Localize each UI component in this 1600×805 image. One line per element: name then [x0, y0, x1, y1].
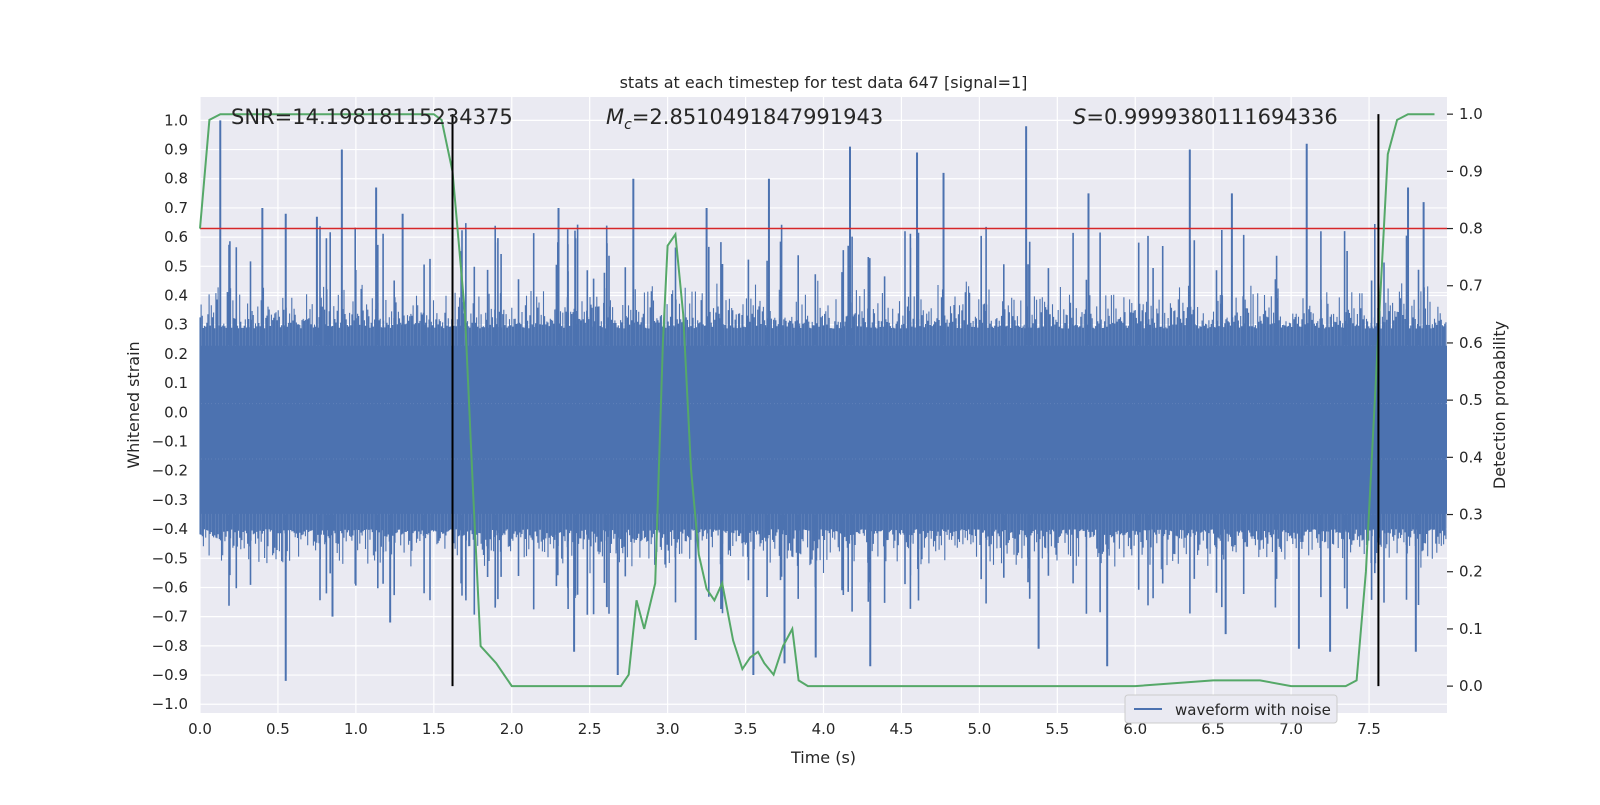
y-left-tick-label: −0.4 — [152, 520, 188, 538]
waveform-oscillation — [199, 280, 1447, 574]
x-tick-label: 1.0 — [344, 720, 368, 738]
legend: waveform with noise — [1124, 694, 1338, 724]
snr-annotation: SNR=14.19818115234375 — [231, 105, 513, 129]
y-left-tick-label: −1.0 — [152, 695, 188, 713]
y-left-tick-label: −0.9 — [152, 666, 188, 684]
y-left-tick-label: −0.8 — [152, 637, 188, 655]
x-tick-label: 2.0 — [500, 720, 524, 738]
x-tick-label: 5.0 — [967, 720, 991, 738]
x-tick-label: 0.0 — [188, 720, 212, 738]
y-right-axis-ticks: 1.0 0.9 0.8 0.7 0.6 0.5 0.4 0.3 0.2 0.1 0.0 — [1447, 105, 1483, 695]
x-tick-label: 3.5 — [734, 720, 758, 738]
y-left-tick-label: 0.7 — [164, 199, 188, 217]
significance-symbol: S — [1073, 105, 1086, 129]
x-tick-label: 5.5 — [1045, 720, 1069, 738]
y-right-axis-label: Detection probability — [1490, 321, 1509, 489]
y-left-tick-label: 0.2 — [164, 345, 188, 363]
y-right-tick-label: 0.0 — [1459, 677, 1483, 695]
chirp-mass-symbol: M — [606, 105, 624, 129]
significance-value: =0.9999380111694336 — [1086, 105, 1337, 129]
y-left-tick-label: 0.9 — [164, 141, 188, 159]
vertical-markers — [451, 114, 1380, 687]
y-right-tick-label: 0.1 — [1459, 620, 1483, 638]
y-right-tick-label: 0.5 — [1459, 391, 1483, 409]
x-tick-label: 7.0 — [1279, 720, 1303, 738]
x-tick-label: 2.5 — [578, 720, 602, 738]
chirp-mass-annotation: Mc=2.8510491847991943 — [606, 105, 883, 133]
y-left-tick-label: 0.1 — [164, 374, 188, 392]
y-left-tick-label: −0.2 — [152, 462, 188, 480]
y-left-axis-label: Whitened strain — [124, 341, 143, 468]
y-left-tick-label: −0.1 — [152, 432, 188, 450]
x-tick-label: 3.0 — [656, 720, 680, 738]
y-left-tick-label: −0.7 — [152, 608, 188, 626]
x-axis-ticks: 0.0 0.5 1.0 1.5 2.0 2.5 3.0 3.5 4.0 4.5 5.0 5.5 6.0 6… — [188, 720, 1381, 738]
y-right-tick-label: 0.2 — [1459, 563, 1483, 581]
y-right-tick-label: 1.0 — [1459, 105, 1483, 123]
legend-label-waveform: waveform with noise — [1175, 701, 1331, 719]
waveform-medium-peaks — [228, 223, 1420, 615]
y-left-tick-label: 0.5 — [164, 257, 188, 275]
x-tick-label: 6.5 — [1201, 720, 1225, 738]
y-right-tick-label: 0.3 — [1459, 506, 1483, 524]
y-right-tick-label: 0.9 — [1459, 162, 1483, 180]
y-left-tick-label: 0.8 — [164, 170, 188, 188]
y-left-tick-label: −0.5 — [152, 549, 188, 567]
y-left-tick-label: 1.0 — [164, 111, 188, 129]
probability-line — [199, 113, 1435, 688]
chirp-mass-value: =2.8510491847991943 — [632, 105, 883, 129]
y-right-tick-label: 0.8 — [1459, 220, 1483, 238]
x-tick-label: 7.5 — [1357, 720, 1381, 738]
x-tick-label: 4.0 — [812, 720, 836, 738]
y-left-tick-label: 0.0 — [164, 403, 188, 421]
x-tick-label: 0.5 — [266, 720, 290, 738]
x-axis-label: Time (s) — [790, 748, 856, 767]
y-right-tick-label: 0.7 — [1459, 277, 1483, 295]
x-tick-label: 6.0 — [1123, 720, 1147, 738]
y-right-tick-label: 0.4 — [1459, 448, 1483, 466]
legend-box — [1124, 694, 1338, 724]
y-left-axis-ticks: 1.0 0.9 0.8 0.7 0.6 0.5 0.4 0.3 0.2 0.1 0.0 −0.1 −0.… — [152, 111, 188, 713]
x-tick-label: 1.5 — [422, 720, 446, 738]
chart-title: stats at each timestep for test data 647… — [620, 73, 1028, 92]
y-right-tick-label: 0.6 — [1459, 334, 1483, 352]
chirp-mass-subscript: c — [624, 117, 632, 133]
significance-annotation: S=0.9999380111694336 — [1073, 105, 1338, 129]
y-left-tick-label: 0.4 — [164, 287, 188, 305]
y-left-tick-label: 0.6 — [164, 228, 188, 246]
y-left-tick-label: 0.3 — [164, 316, 188, 334]
y-left-tick-label: −0.6 — [152, 578, 188, 596]
x-tick-label: 4.5 — [890, 720, 914, 738]
waveform-series — [199, 120, 1447, 681]
y-left-tick-label: −0.3 — [152, 491, 188, 509]
probability-series — [199, 113, 1435, 688]
